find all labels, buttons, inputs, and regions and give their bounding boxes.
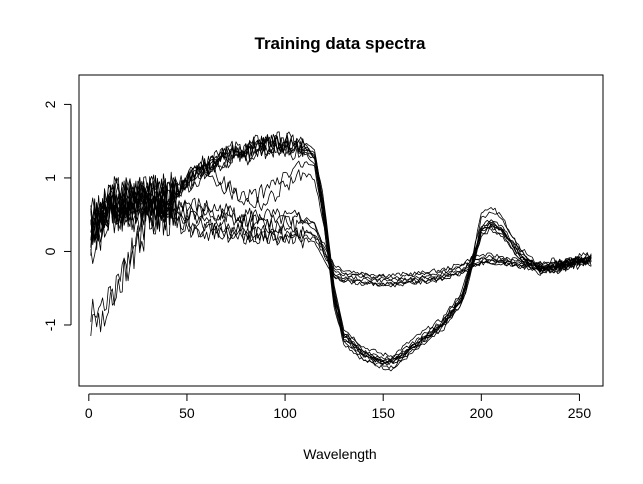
x-tick-label: 200	[470, 405, 494, 421]
series-line-12	[90, 193, 592, 284]
x-tick-label: 250	[568, 405, 592, 421]
x-tick-label: 150	[372, 405, 396, 421]
y-axis: -1 0 1 2	[42, 100, 72, 332]
y-tick-label: -1	[42, 319, 58, 332]
y-tick-label: 0	[42, 247, 58, 255]
series-line-14	[90, 192, 592, 286]
series-line-7	[90, 140, 592, 372]
series-group	[90, 131, 592, 372]
series-line-13	[90, 182, 592, 278]
plot-box	[78, 74, 604, 387]
series-line-16	[90, 165, 592, 366]
y-tick-label: 2	[42, 100, 58, 108]
x-axis: 0 50 100 150 200 250	[85, 393, 592, 421]
chart-title: Training data spectra	[255, 34, 427, 53]
x-tick-label: 100	[273, 405, 297, 421]
x-tick-label: 0	[85, 405, 93, 421]
x-tick-label: 50	[179, 405, 195, 421]
x-axis-label: Wavelength	[303, 446, 376, 462]
series-line-17	[90, 134, 592, 361]
y-tick-label: 1	[42, 174, 58, 182]
